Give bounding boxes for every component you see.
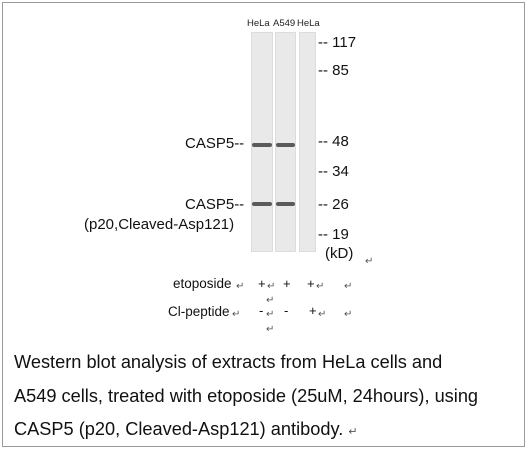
etoposide-lane-2: + bbox=[283, 276, 291, 291]
marker-26: -- 26 bbox=[318, 196, 349, 213]
band-casp5-p20-lane-2 bbox=[276, 202, 295, 206]
cl-peptide-lane-3: + bbox=[309, 303, 317, 318]
etoposide-lane-3: + bbox=[307, 276, 315, 291]
marker-34: -- 34 bbox=[318, 163, 349, 180]
return-mark: ↵ bbox=[266, 324, 275, 335]
cl-peptide-lane-1: - bbox=[259, 303, 264, 318]
marker-19: -- 19 bbox=[318, 226, 349, 243]
figure-caption: Western blot analysis of extracts from H… bbox=[14, 346, 519, 450]
return-mark: ↵ bbox=[344, 309, 353, 320]
band-label-casp5-full: CASP5-- bbox=[185, 135, 245, 152]
band-label-casp5-p20: CASP5-- bbox=[185, 196, 245, 213]
blot-lane-2 bbox=[275, 32, 296, 252]
return-mark: ↵ bbox=[267, 281, 276, 292]
band-casp5-p20-lane-1 bbox=[252, 202, 272, 206]
band-casp5-full-lane-2 bbox=[276, 143, 295, 147]
etoposide-lane-1: + bbox=[258, 276, 266, 291]
return-mark: ↵ bbox=[266, 295, 275, 306]
marker-48: -- 48 bbox=[318, 133, 349, 150]
caption-line-3: CASP5 (p20, Cleaved-Asp121) antibody. ↵ bbox=[14, 413, 519, 450]
lane-label-2: A549 bbox=[273, 18, 296, 29]
lane-label-3: HeLa bbox=[297, 18, 320, 29]
return-mark: ↵ bbox=[344, 281, 353, 292]
cl-peptide-label: Cl-peptide bbox=[168, 304, 230, 319]
return-mark: ↵ bbox=[266, 309, 275, 320]
caption-line-3-text: CASP5 (p20, Cleaved-Asp121) antibody. bbox=[14, 419, 344, 439]
band-casp5-full-lane-1 bbox=[252, 143, 272, 147]
band-label-casp5-p20-detail: (p20,Cleaved-Asp121) bbox=[84, 216, 235, 233]
marker-117: -- 117 bbox=[318, 34, 357, 51]
return-mark: ↵ bbox=[236, 281, 245, 292]
return-mark: ↵ bbox=[365, 256, 374, 267]
kd-label: (kD) bbox=[325, 245, 354, 262]
return-mark: ↵ bbox=[316, 281, 325, 292]
blot-lane-1 bbox=[251, 32, 273, 252]
blot-lane-3 bbox=[299, 32, 316, 252]
caption-line-1: Western blot analysis of extracts from H… bbox=[14, 352, 443, 372]
caption-return-mark: ↵ bbox=[348, 426, 358, 438]
cl-peptide-lane-2: - bbox=[284, 303, 289, 318]
lane-label-1: HeLa bbox=[247, 18, 270, 29]
caption-line-2: A549 cells, treated with etoposide (25uM… bbox=[14, 385, 479, 406]
return-mark: ↵ bbox=[232, 309, 241, 320]
figure-frame bbox=[2, 2, 525, 447]
marker-85: -- 85 bbox=[318, 62, 349, 79]
etoposide-label: etoposide bbox=[173, 276, 232, 291]
return-mark: ↵ bbox=[318, 309, 327, 320]
